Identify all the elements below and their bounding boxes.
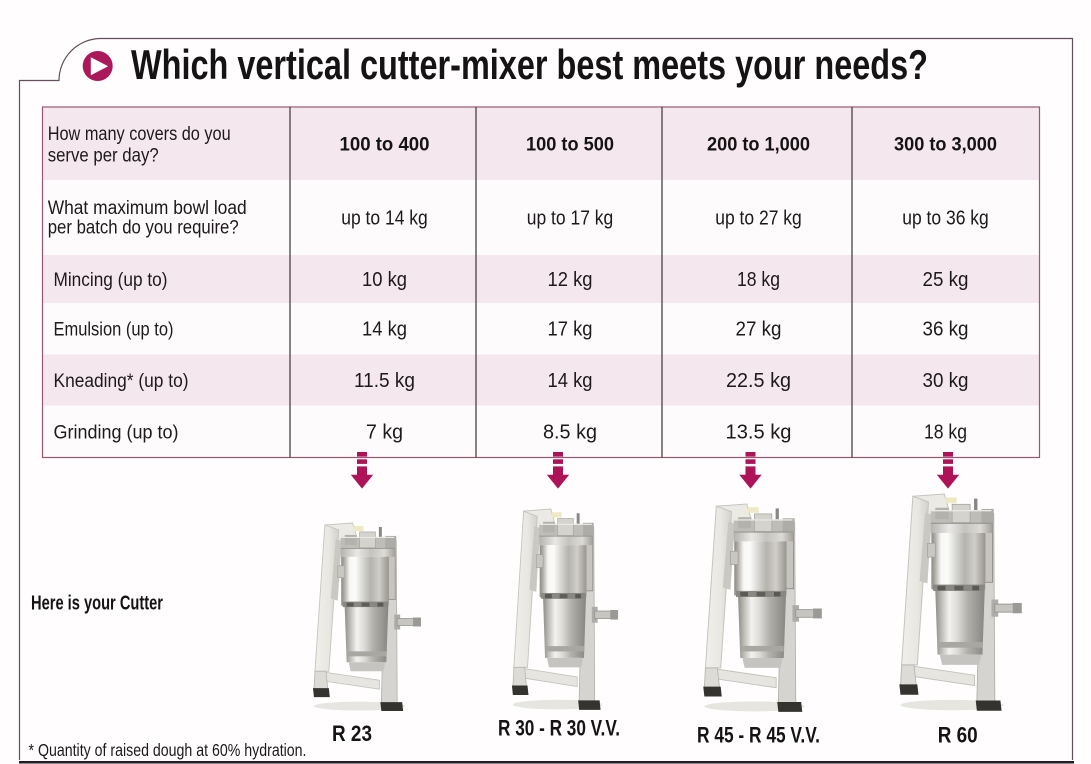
svg-text:Kneading* (up to): Kneading* (up to) [54, 371, 189, 392]
svg-text:100 to 500: 100 to 500 [526, 135, 614, 156]
svg-text:18 kg: 18 kg [737, 269, 780, 291]
svg-text:13.5 kg: 13.5 kg [726, 422, 792, 444]
svg-text:11.5 kg: 11.5 kg [354, 370, 415, 392]
svg-text:8.5 kg: 8.5 kg [543, 422, 597, 444]
svg-text:serve per day?: serve per day? [48, 146, 159, 167]
svg-text:7 kg: 7 kg [366, 422, 403, 444]
svg-text:R 60: R 60 [938, 723, 978, 748]
svg-text:R 23: R 23 [332, 721, 372, 746]
svg-text:per batch do you require?: per batch do you require? [48, 218, 239, 239]
svg-text:200 to 1,000: 200 to 1,000 [707, 135, 810, 156]
svg-text:300 to 3,000: 300 to 3,000 [894, 135, 997, 156]
svg-text:Emulsion (up to): Emulsion (up to) [54, 320, 174, 341]
svg-text:Which vertical cutter-mixer be: Which vertical cutter-mixer best meets y… [131, 41, 928, 88]
svg-text:27 kg: 27 kg [736, 319, 782, 341]
svg-text:How many covers do you: How many covers do you [48, 124, 231, 145]
svg-text:12 kg: 12 kg [548, 269, 593, 291]
svg-text:14 kg: 14 kg [548, 370, 593, 392]
svg-text:25 kg: 25 kg [923, 269, 969, 291]
svg-text:30 kg: 30 kg [923, 370, 969, 392]
svg-text:R 45 - R 45 V.V.: R 45 - R 45 V.V. [697, 723, 820, 748]
svg-text:What maximum bowl load: What maximum bowl load [48, 198, 247, 219]
svg-text:Grinding (up to): Grinding (up to) [54, 423, 179, 444]
svg-text:17 kg: 17 kg [548, 319, 593, 341]
svg-text:Mincing (up to): Mincing (up to) [54, 270, 168, 291]
svg-text:up to 27 kg: up to 27 kg [715, 208, 802, 230]
svg-text:Here is your Cutter: Here is your Cutter [31, 592, 163, 615]
svg-text:up to 14 kg: up to 14 kg [341, 208, 428, 230]
svg-text:10 kg: 10 kg [362, 269, 407, 291]
svg-text:14 kg: 14 kg [362, 319, 407, 341]
svg-text:up to 17 kg: up to 17 kg [527, 208, 614, 230]
svg-text:* Quantity of raised dough at: * Quantity of raised dough at 60% hydrat… [29, 740, 307, 760]
svg-text:22.5 kg: 22.5 kg [726, 370, 791, 392]
svg-text:100 to 400: 100 to 400 [340, 135, 430, 156]
svg-text:18 kg: 18 kg [924, 422, 967, 444]
svg-text:up to 36 kg: up to 36 kg [902, 208, 989, 230]
svg-text:36 kg: 36 kg [923, 319, 969, 341]
svg-text:R 30 - R 30 V.V.: R 30 - R 30 V.V. [498, 716, 620, 741]
